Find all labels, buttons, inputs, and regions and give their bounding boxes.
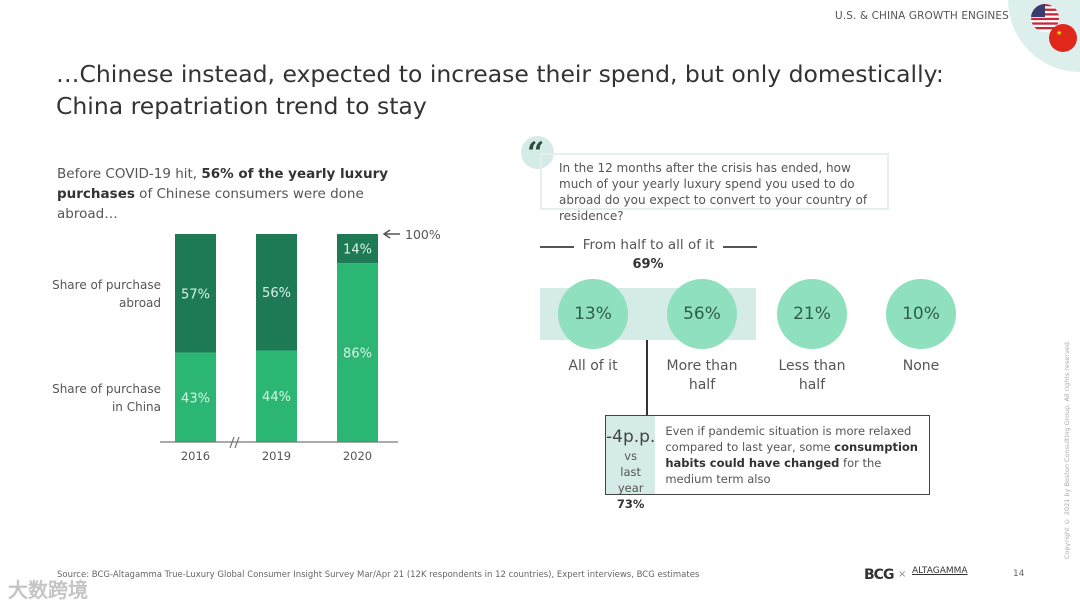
china-flag-icon bbox=[1049, 24, 1077, 52]
answer-bubble: 13% bbox=[558, 279, 628, 349]
legend-china-line2: in China bbox=[111, 400, 161, 414]
x-tick-label: 2020 bbox=[343, 449, 372, 463]
callout-delta: -4p.p. vs last year 73% bbox=[606, 416, 656, 511]
callout-text-post: for the medium term also bbox=[665, 456, 882, 486]
answer-label-line: half bbox=[798, 377, 826, 393]
title-line-2: China repatriation trend to stay bbox=[56, 92, 427, 120]
bar-label: 43% bbox=[181, 391, 210, 406]
bcg-logo: BCG bbox=[864, 567, 894, 583]
title-line-1: …Chinese instead, expected to increase t… bbox=[56, 60, 944, 88]
answer-bubble: 56% bbox=[667, 279, 737, 349]
bar-abroad-2019 bbox=[256, 234, 297, 351]
legend-china-line1: Share of purchase bbox=[52, 382, 161, 396]
answer-label: All of it bbox=[543, 357, 643, 376]
flags-icon: ★ bbox=[1031, 4, 1077, 52]
source-note: Source: BCG-Altagamma True-Luxury Global… bbox=[57, 570, 700, 580]
section-label: U.S. & CHINA GROWTH ENGINES bbox=[835, 10, 1009, 22]
answer-label: Less than half bbox=[762, 357, 862, 395]
axis-break-icon bbox=[229, 436, 240, 449]
copyright: Copyright © 2021 by Boston Consulting Gr… bbox=[1063, 340, 1071, 560]
logo-separator: × bbox=[898, 569, 907, 580]
last-year-label: last year bbox=[617, 465, 644, 495]
legend-abroad-line2: abroad bbox=[119, 296, 161, 310]
svg-text:★: ★ bbox=[1056, 29, 1062, 37]
range-label: From half to all of it bbox=[582, 237, 715, 253]
subtitle-bold: 56% of the yearly luxury purchases bbox=[57, 166, 389, 202]
page-number: 14 bbox=[1013, 569, 1025, 579]
subtitle-text: Before COVID-19 hit, bbox=[57, 166, 202, 182]
answer-label-line: None bbox=[902, 358, 940, 374]
chart-subtitle: Before COVID-19 hit, 56% of the yearly l… bbox=[57, 164, 417, 224]
answer-label-line: Less than bbox=[778, 358, 846, 374]
range-value: 69% bbox=[632, 257, 664, 272]
legend-abroad-line1: Share of purchase bbox=[52, 278, 161, 292]
bar-label: 57% bbox=[181, 287, 210, 302]
quote-icon: “ bbox=[527, 136, 545, 171]
legend-abroad: Share of purchase abroad bbox=[41, 276, 161, 312]
callout-text: Even if pandemic situation is more relax… bbox=[655, 416, 929, 494]
page-title: …Chinese instead, expected to increase t… bbox=[56, 58, 944, 122]
subtitle-text-end: of Chinese consumers were done abroad… bbox=[57, 186, 364, 222]
legend-china: Share of purchase in China bbox=[41, 380, 161, 416]
quote-bubble bbox=[521, 136, 554, 169]
answer-label: None bbox=[871, 357, 971, 376]
delta-value: -4p.p. bbox=[606, 427, 656, 447]
total-label: 100% bbox=[405, 227, 441, 242]
bar-abroad-2020 bbox=[337, 234, 378, 264]
bar-abroad-2016 bbox=[175, 234, 216, 353]
arrow-left-icon bbox=[382, 229, 400, 239]
x-tick-label: 2019 bbox=[262, 449, 291, 463]
range-line-right bbox=[723, 246, 757, 248]
answer-label-line: All of it bbox=[568, 358, 618, 374]
altagamma-logo: ALTAGAMMA bbox=[912, 566, 968, 576]
answer-bubble: 10% bbox=[886, 279, 956, 349]
survey-question: In the 12 months after the crisis has en… bbox=[540, 153, 889, 223]
bar-label: 14% bbox=[343, 243, 372, 258]
answer-label-line: More than bbox=[666, 358, 738, 374]
last-year-value: 73% bbox=[616, 497, 645, 511]
bar-label: 56% bbox=[262, 286, 291, 301]
callout-box: -4p.p. vs last year 73% Even if pandemic… bbox=[605, 415, 930, 511]
last-year: last year 73% bbox=[606, 464, 655, 512]
answer-bubble: 21% bbox=[777, 279, 847, 349]
callout-text-bold: consumption habits could have changed bbox=[665, 440, 918, 470]
answer-label-line: half bbox=[688, 377, 716, 393]
vs-label: vs bbox=[624, 449, 638, 463]
stacked-bar-chart: 43% 57% 2016 44% 56% 2019 86% 14% 2020 100% bbox=[160, 227, 441, 463]
x-tick-label: 2016 bbox=[181, 449, 210, 463]
watermark: 大数跨境 bbox=[8, 578, 88, 602]
callout-text-pre: Even if pandemic situation is more relax… bbox=[665, 424, 912, 454]
bar-china-2019 bbox=[256, 350, 297, 442]
bar-label: 86% bbox=[343, 347, 372, 362]
connector-line bbox=[646, 340, 648, 416]
answer-label: More than half bbox=[652, 357, 752, 395]
bar-label: 44% bbox=[262, 390, 291, 405]
bar-china-2020 bbox=[337, 263, 378, 442]
bar-china-2016 bbox=[175, 352, 216, 442]
range-line-left bbox=[540, 246, 574, 248]
